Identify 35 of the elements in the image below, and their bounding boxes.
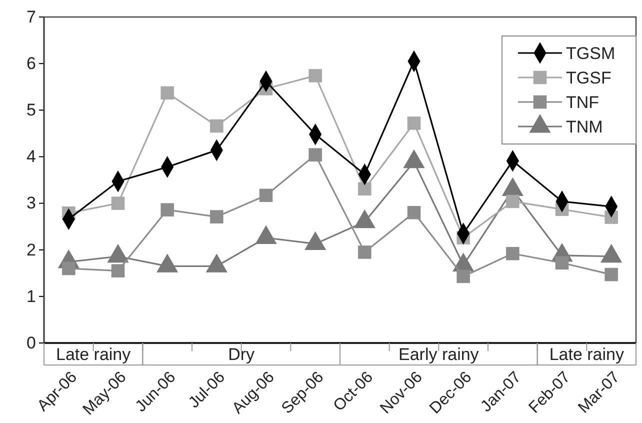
y-tick-label: 5 xyxy=(26,100,36,120)
point xyxy=(506,246,520,260)
y-tick-label: 2 xyxy=(26,240,36,260)
y-tick-label: 3 xyxy=(26,194,36,213)
text: Late rainy xyxy=(56,345,132,364)
point xyxy=(111,264,125,278)
point xyxy=(604,268,618,282)
y-tick-label: 4 xyxy=(26,147,36,166)
point xyxy=(358,182,372,196)
legend-label: TGSF xyxy=(566,68,612,88)
text: Dry xyxy=(228,345,256,364)
point xyxy=(160,203,174,216)
text: Early rainy xyxy=(398,345,480,364)
point xyxy=(210,210,224,224)
y-tick-label: 0 xyxy=(26,333,36,352)
point xyxy=(259,188,273,202)
y-tick-label: 6 xyxy=(26,54,36,74)
legend-label: TGSM xyxy=(566,44,616,63)
point xyxy=(358,246,372,259)
point xyxy=(160,86,174,100)
point xyxy=(210,119,224,133)
point xyxy=(111,196,125,210)
point xyxy=(407,116,421,130)
point xyxy=(308,69,322,82)
point xyxy=(506,194,520,208)
y-tick-label: 7 xyxy=(26,7,36,26)
legend-label: TNF xyxy=(566,93,600,112)
y-tick-label: 1 xyxy=(26,286,36,306)
point xyxy=(456,270,470,284)
point xyxy=(555,256,569,270)
text: Late rainy xyxy=(549,345,624,364)
point xyxy=(308,148,322,162)
legend-label: TNM xyxy=(566,118,603,136)
point xyxy=(62,262,76,276)
point xyxy=(407,206,421,220)
